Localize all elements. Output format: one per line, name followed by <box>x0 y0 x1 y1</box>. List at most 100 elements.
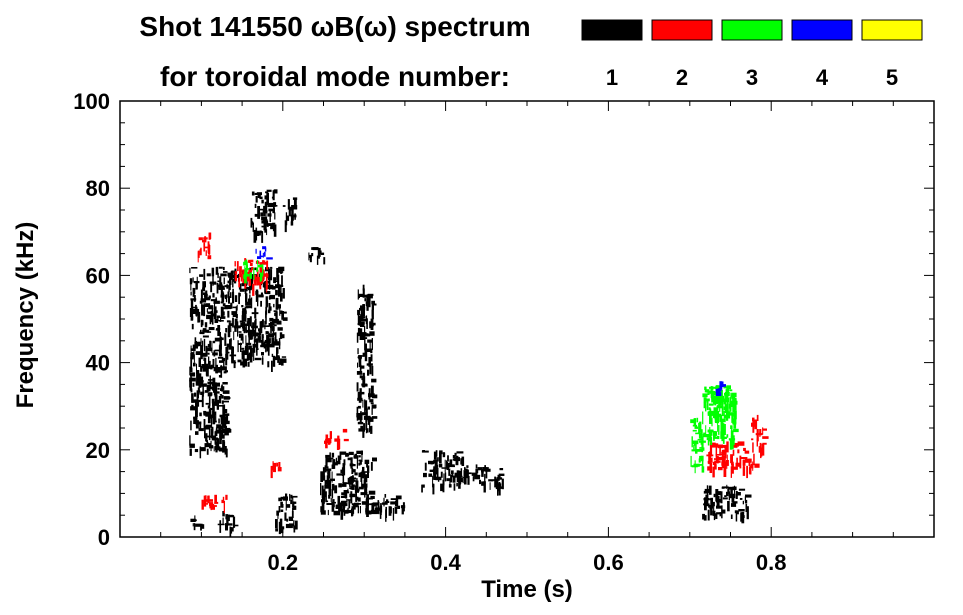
spectrum-speck <box>708 403 714 406</box>
spectrum-speck <box>259 230 262 234</box>
spectrum-speck <box>240 273 243 282</box>
spectrum-speck <box>225 523 228 531</box>
legend-label-mode-4: 4 <box>816 65 829 90</box>
spectrum-speck <box>238 283 242 290</box>
spectrum-speck <box>358 462 361 466</box>
spectrum-speck <box>229 275 232 285</box>
spectrum-speck <box>465 472 472 475</box>
spectrum-speck <box>344 491 350 494</box>
spectrum-speck <box>364 325 366 338</box>
spectrum-speck <box>204 390 209 393</box>
spectrum-speck <box>725 390 729 402</box>
spectrum-speck <box>246 259 248 269</box>
spectrum-speck <box>217 523 225 526</box>
spectrum-speck <box>710 506 713 516</box>
spectrum-speck <box>369 399 374 403</box>
spectrum-speck <box>232 291 235 304</box>
spectrum-speck <box>360 324 365 327</box>
spectrum-speck <box>348 451 354 455</box>
spectrum-speck <box>208 392 213 396</box>
spectrum-speck <box>214 349 220 352</box>
spectrum-speck <box>203 304 210 307</box>
spectrum-speck <box>282 288 285 299</box>
spectrum-speck <box>248 333 250 345</box>
spectrum-speck <box>316 255 319 265</box>
spectrum-speck <box>264 291 271 295</box>
spectrum-speck <box>277 511 279 519</box>
spectrum-speck <box>213 306 217 319</box>
spectrum-speck <box>336 473 343 476</box>
spectrum-speck <box>294 213 296 220</box>
spectrum-speck <box>268 343 275 348</box>
spectrum-speck <box>320 252 325 255</box>
spectrum-speck <box>288 516 294 521</box>
spectrum-speck <box>367 419 371 425</box>
spectrum-speck <box>349 476 351 487</box>
spectrum-speck <box>216 315 221 318</box>
spectrum-speck <box>371 338 373 350</box>
axes: 0.2 0.4 0.6 0.8 0 20 40 60 80 100 <box>73 89 934 575</box>
spectrum-speck <box>693 444 695 450</box>
spectrum-speck <box>702 411 704 425</box>
spectrum-speck <box>340 495 346 498</box>
spectrum-speck <box>701 447 705 451</box>
spectrum-speck <box>249 316 252 327</box>
spectrum-speck <box>257 194 261 198</box>
spectrum-speck <box>732 463 734 474</box>
spectrum-speck <box>198 379 202 388</box>
spectrum-speck <box>226 516 229 525</box>
spectrum-speck <box>258 231 261 236</box>
spectrum-speck <box>285 212 288 222</box>
spectrum-speck <box>232 275 234 288</box>
spectrum-speck <box>255 196 258 203</box>
spectrum-speck <box>290 221 293 226</box>
spectrum-speck <box>705 494 709 507</box>
spectrum-speck <box>436 467 439 480</box>
spectrum-speck <box>333 510 340 516</box>
spectrum-speck <box>208 356 210 365</box>
spectrum-speck <box>463 470 466 478</box>
spectrum-speck <box>456 451 464 454</box>
spectrum-speck <box>452 476 456 483</box>
spectrum-speck <box>264 195 268 200</box>
spectrum-speck <box>366 504 369 517</box>
spectrum-speck <box>726 462 728 469</box>
spectrum-speck <box>280 501 283 508</box>
spectrum-speck <box>210 386 214 390</box>
spectrum-speck <box>208 396 211 406</box>
spectrum-speck <box>228 346 234 350</box>
spectrum-speck <box>421 450 429 453</box>
mode-1-region <box>275 493 298 535</box>
spectrum-speck <box>331 489 334 499</box>
spectrum-speck <box>261 321 264 328</box>
spectrum-speck <box>209 315 212 325</box>
spectrum-speck <box>244 279 247 289</box>
spectrum-speck <box>274 286 280 289</box>
spectrum-speck <box>447 462 450 468</box>
spectrum-speck <box>359 417 361 423</box>
spectrum-speck <box>254 336 256 345</box>
spectrum-speck <box>359 307 362 311</box>
spectrum-speck <box>227 514 230 521</box>
spectrum-speck <box>328 494 331 499</box>
spectrum-speck <box>370 385 374 396</box>
spectrum-speck <box>223 271 228 273</box>
spectrum-speck <box>220 273 227 277</box>
spectrum-speck <box>194 288 196 294</box>
spectrum-speck <box>366 295 369 304</box>
spectrum-speck <box>718 456 723 461</box>
spectrum-speck <box>207 241 210 254</box>
spectrum-speck <box>360 316 366 319</box>
spectrum-speck <box>358 459 362 462</box>
spectrum-speck <box>727 488 730 495</box>
spectrum-speck <box>716 505 722 509</box>
spectrum-speck <box>375 504 377 514</box>
spectrum-speck <box>326 457 334 460</box>
spectrum-speck <box>384 494 387 498</box>
spectrum-speck <box>248 298 251 303</box>
spectrum-speck <box>475 468 479 474</box>
spectrum-speck <box>343 438 349 442</box>
spectrum-speck <box>361 337 368 339</box>
spectrum-speck <box>355 480 359 491</box>
spectrum-speck <box>328 483 332 497</box>
